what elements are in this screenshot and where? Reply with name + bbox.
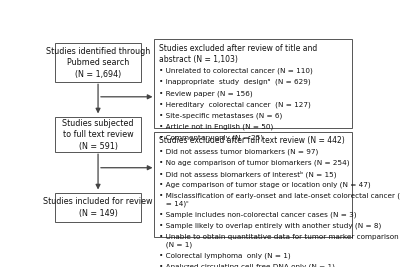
FancyBboxPatch shape xyxy=(55,193,142,222)
Text: • Did not assess biomarkers of interestᵇ (N = 15): • Did not assess biomarkers of interestᵇ… xyxy=(159,171,337,178)
Text: Studies excluded after review of title and
abstract (N = 1,103): Studies excluded after review of title a… xyxy=(159,44,317,64)
Text: • Age comparison of tumor stage or location only (N = 47): • Age comparison of tumor stage or locat… xyxy=(159,182,371,188)
Text: • Sample includes non-colorectal cancer cases (N = 3): • Sample includes non-colorectal cancer … xyxy=(159,212,357,218)
FancyBboxPatch shape xyxy=(154,39,352,128)
FancyBboxPatch shape xyxy=(55,43,142,83)
Text: Studies excluded after full text review (N = 442): Studies excluded after full text review … xyxy=(159,136,345,146)
Text: Studies identified through
Pubmed search
(N = 1,694): Studies identified through Pubmed search… xyxy=(46,46,150,79)
Text: • Commentary only (N = 25): • Commentary only (N = 25) xyxy=(159,134,263,141)
Text: • Hereditary  colorectal cancer  (N = 127): • Hereditary colorectal cancer (N = 127) xyxy=(159,101,311,108)
Text: • Unrelated to colorectal cancer (N = 110): • Unrelated to colorectal cancer (N = 11… xyxy=(159,68,313,74)
FancyBboxPatch shape xyxy=(154,132,352,237)
Text: • Inappropriate  study  designᵃ  (N = 629): • Inappropriate study designᵃ (N = 629) xyxy=(159,79,311,85)
Text: • Misclassification of early-onset and late-onset colorectal cancer (N
   = 14)ᶜ: • Misclassification of early-onset and l… xyxy=(159,193,400,207)
Text: • Colorectal lymphoma  only (N = 1): • Colorectal lymphoma only (N = 1) xyxy=(159,253,291,259)
Text: • Article not in English (N = 50): • Article not in English (N = 50) xyxy=(159,123,273,130)
Text: • Review paper (N = 156): • Review paper (N = 156) xyxy=(159,90,253,96)
Text: • Analyzed circulating cell-free DNA only (N = 1): • Analyzed circulating cell-free DNA onl… xyxy=(159,264,335,267)
Text: Studies subjected
to full text review
(N = 591): Studies subjected to full text review (N… xyxy=(62,119,134,151)
Text: • Site-specific metastases (N = 6): • Site-specific metastases (N = 6) xyxy=(159,112,282,119)
Text: • Sample likely to overlap entirely with another study (N = 8): • Sample likely to overlap entirely with… xyxy=(159,223,381,229)
Text: • No age comparison of tumor biomarkers (N = 254): • No age comparison of tumor biomarkers … xyxy=(159,159,350,166)
Text: • Did not assess tumor biomarkers (N = 97): • Did not assess tumor biomarkers (N = 9… xyxy=(159,148,318,155)
FancyBboxPatch shape xyxy=(55,117,142,152)
Text: • Unable to obtain quantitative data for tumor marker comparison
   (N = 1): • Unable to obtain quantitative data for… xyxy=(159,234,399,248)
Text: Studies included for review
(N = 149): Studies included for review (N = 149) xyxy=(43,197,153,218)
